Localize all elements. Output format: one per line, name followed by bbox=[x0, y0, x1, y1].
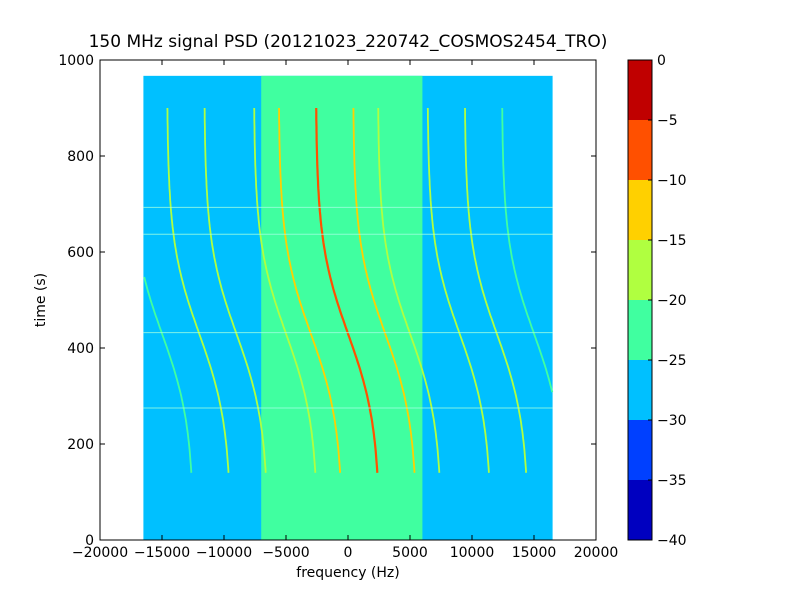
doppler-track-10 bbox=[143, 276, 193, 473]
doppler-track-4 bbox=[253, 107, 317, 473]
colorbar-tick-label: −15 bbox=[657, 233, 687, 249]
colorbar-tick-label: −30 bbox=[657, 413, 687, 429]
y-tick-label: 0 bbox=[85, 533, 94, 549]
x-tick-label: 0 bbox=[344, 545, 353, 561]
doppler-track-9 bbox=[501, 107, 554, 393]
x-tick-label: 15000 bbox=[512, 545, 557, 561]
heatmap-center-band bbox=[261, 75, 423, 540]
colorbar-segment-5 bbox=[628, 180, 652, 240]
colorbar: 0 −5 −10 −15 −20 −25 −30 −35 −40 bbox=[627, 53, 687, 549]
colorbar-tick-label: −20 bbox=[657, 293, 687, 309]
doppler-tracks-layer bbox=[143, 107, 554, 473]
x-tick-label: 20000 bbox=[574, 545, 619, 561]
x-tick-label: −5000 bbox=[262, 545, 309, 561]
colorbar-segment-6 bbox=[628, 120, 652, 180]
y-tick-label: 400 bbox=[67, 341, 94, 357]
colorbar-segment-1 bbox=[628, 420, 652, 480]
doppler-track-0 bbox=[315, 107, 379, 473]
colorbar-segment-7 bbox=[628, 60, 652, 120]
colorbar-tick-label: −35 bbox=[657, 473, 687, 489]
y-tick-label: 600 bbox=[67, 245, 94, 261]
y-tick-label: 200 bbox=[67, 437, 94, 453]
colorbar-tick-label: −40 bbox=[657, 533, 687, 549]
colorbar-segment-2 bbox=[628, 360, 652, 420]
y-axis-label: time (s) bbox=[33, 273, 49, 327]
colorbar-segment-3 bbox=[628, 300, 652, 360]
colorbar-tick-label: −25 bbox=[657, 353, 687, 369]
heatmap-layer bbox=[143, 75, 553, 540]
x-tick-label: −20000 bbox=[72, 545, 128, 561]
x-axis-ticks: −20000 −15000 −10000 −5000 0 5000 10000 15000 20… bbox=[72, 60, 618, 561]
x-tick-label: −10000 bbox=[196, 545, 252, 561]
x-tick-label: 5000 bbox=[392, 545, 428, 561]
doppler-track-8 bbox=[166, 107, 230, 473]
colorbar-segment-0 bbox=[628, 480, 652, 540]
chart-title: 150 MHz signal PSD (20121023_220742_COSM… bbox=[89, 32, 608, 52]
y-tick-label: 800 bbox=[67, 149, 94, 165]
y-axis-ticks: 0 200 400 600 800 1000 bbox=[58, 53, 596, 549]
doppler-track-3 bbox=[377, 107, 441, 473]
colorbar-tick-label: −5 bbox=[657, 113, 678, 129]
doppler-track-6 bbox=[464, 107, 527, 473]
y-tick-label: 1000 bbox=[58, 53, 94, 69]
doppler-track-7 bbox=[203, 107, 267, 473]
colorbar-tick-label: 0 bbox=[657, 53, 666, 69]
doppler-track-1 bbox=[352, 107, 416, 473]
x-tick-label: −15000 bbox=[134, 545, 190, 561]
colorbar-segment-4 bbox=[628, 240, 652, 300]
x-axis-label: frequency (Hz) bbox=[296, 565, 399, 581]
horizontal-artifacts-layer bbox=[143, 206, 553, 409]
x-tick-label: 10000 bbox=[450, 545, 495, 561]
doppler-track-2 bbox=[278, 107, 341, 473]
colorbar-tick-label: −10 bbox=[657, 173, 687, 189]
doppler-track-5 bbox=[426, 107, 490, 473]
